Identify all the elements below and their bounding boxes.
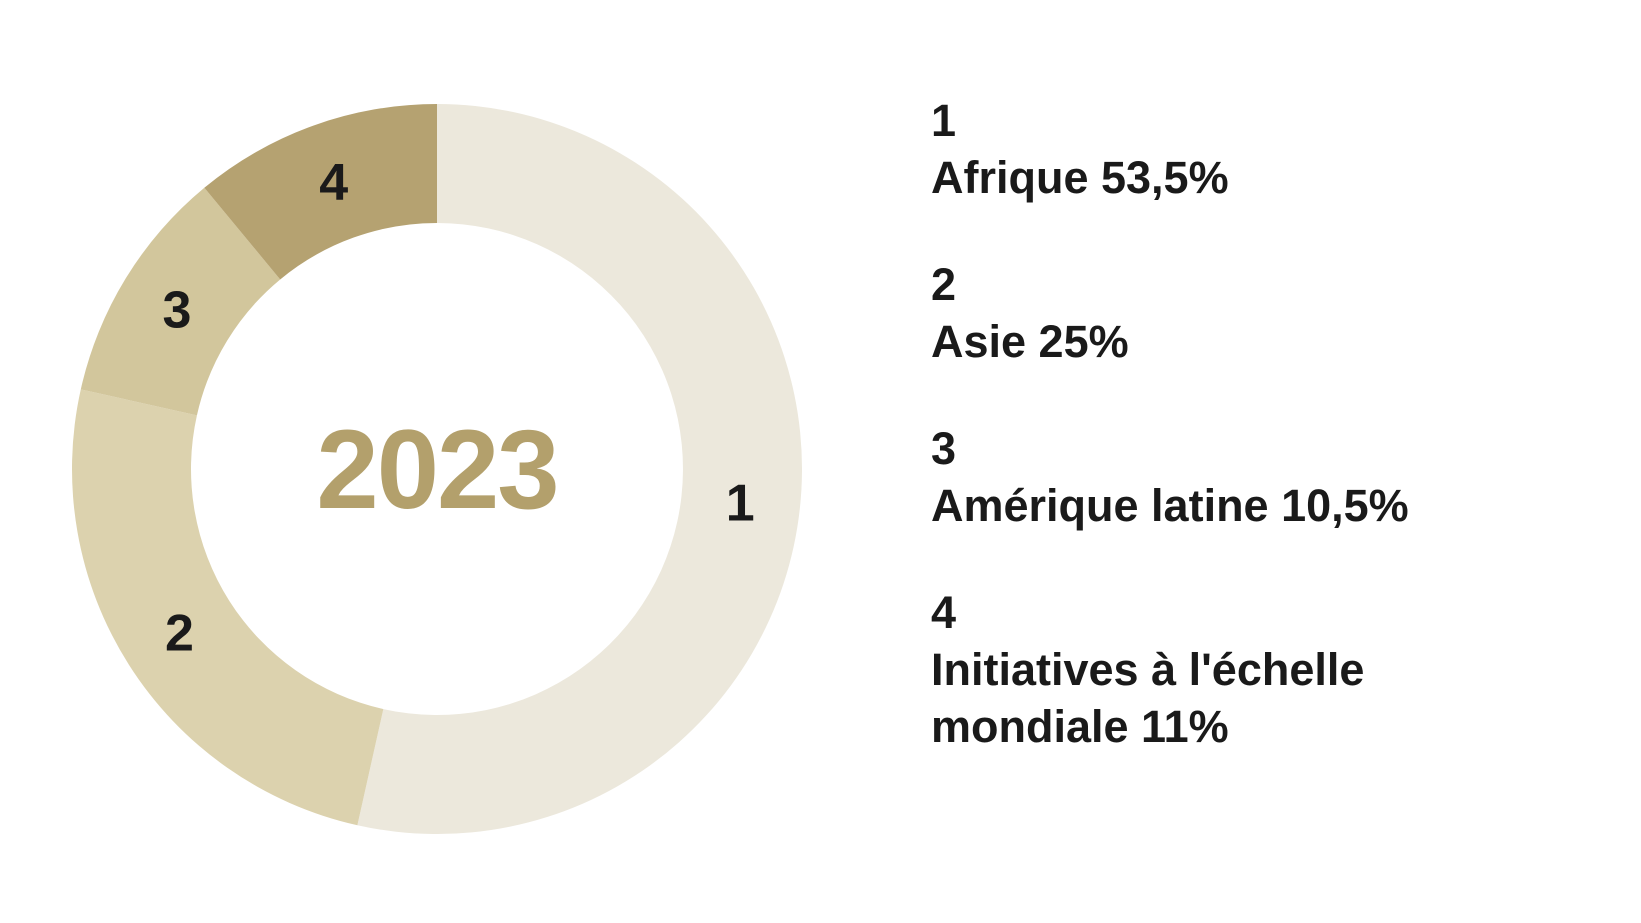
legend-item-amerique-latine: 3 Amérique latine 10,5% xyxy=(931,420,1511,534)
donut-segment-2 xyxy=(72,389,384,826)
legend-item-number: 3 xyxy=(931,423,957,474)
legend-item-asie: 2 Asie 25% xyxy=(931,256,1511,370)
legend-item-afrique: 1 Afrique 53,5% xyxy=(931,92,1511,206)
legend-item-label: Initiatives à l'échelle mondiale 11% xyxy=(931,644,1365,752)
legend-item-label: Amérique latine 10,5% xyxy=(931,480,1409,531)
legend-item-number: 4 xyxy=(931,587,957,638)
legend-item-initiatives-mondiales: 4 Initiatives à l'échelle mondiale 11% xyxy=(931,584,1511,755)
legend-item-number: 2 xyxy=(931,259,957,310)
legend-item-number: 1 xyxy=(931,95,957,146)
segment-number-label-2: 2 xyxy=(165,604,194,662)
donut-segment-4 xyxy=(204,104,437,280)
segment-number-label-1: 1 xyxy=(726,475,755,533)
donut-rings: 1 2 3 4 xyxy=(72,104,802,834)
donut-segment-3 xyxy=(80,187,281,416)
donut-segment-1 xyxy=(357,104,802,834)
segment-number-label-3: 3 xyxy=(162,282,191,340)
chart-legend: 1 Afrique 53,5% 2 Asie 25% 3 Amérique la… xyxy=(931,92,1511,755)
legend-item-label: Asie 25% xyxy=(931,316,1129,367)
legend-item-label: Afrique 53,5% xyxy=(931,152,1229,203)
segment-number-label-4: 4 xyxy=(319,154,348,212)
